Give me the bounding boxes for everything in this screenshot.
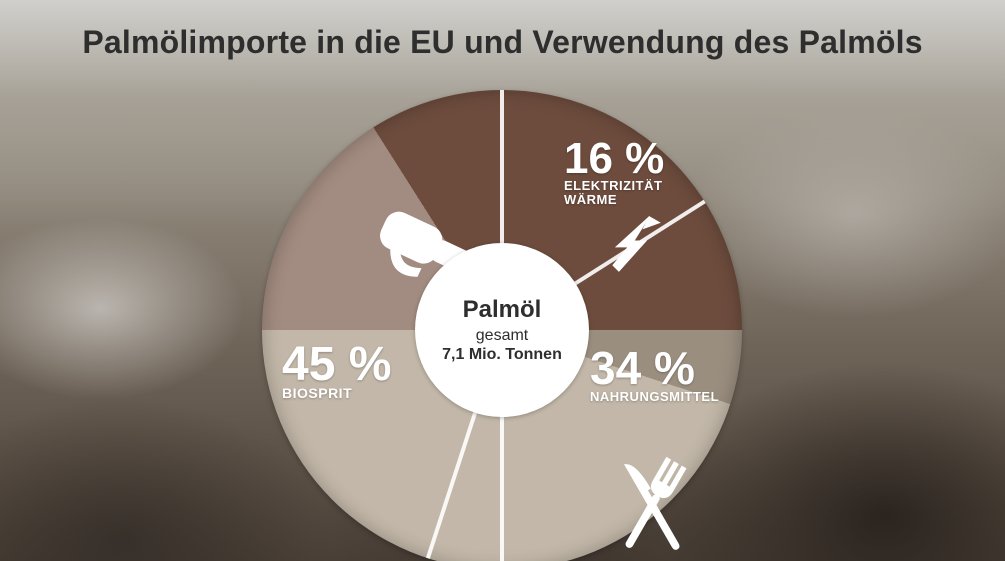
segment-pct: 34 % <box>590 344 780 392</box>
segment-caption: ELEKTRIZITÄTWÄRME <box>564 179 754 206</box>
segment-caption: NAHRUNGSMITTEL <box>590 390 780 404</box>
segment-pct: 16 % <box>564 136 754 182</box>
pie-center-hub: Palmöl gesamt 7,1 Mio. Tonnen <box>415 243 589 417</box>
hub-line1: Palmöl <box>463 296 542 324</box>
hub-line3: 7,1 Mio. Tonnen <box>442 346 562 364</box>
segment-label-nahrungsmittel: 34 % NAHRUNGSMITTEL <box>590 344 780 404</box>
hub-line2: gesamt <box>476 327 528 345</box>
page-title: Palmölimporte in die EU und Verwendung d… <box>0 24 1005 61</box>
segment-label-elektrizitaet: 16 % ELEKTRIZITÄTWÄRME <box>564 136 754 206</box>
